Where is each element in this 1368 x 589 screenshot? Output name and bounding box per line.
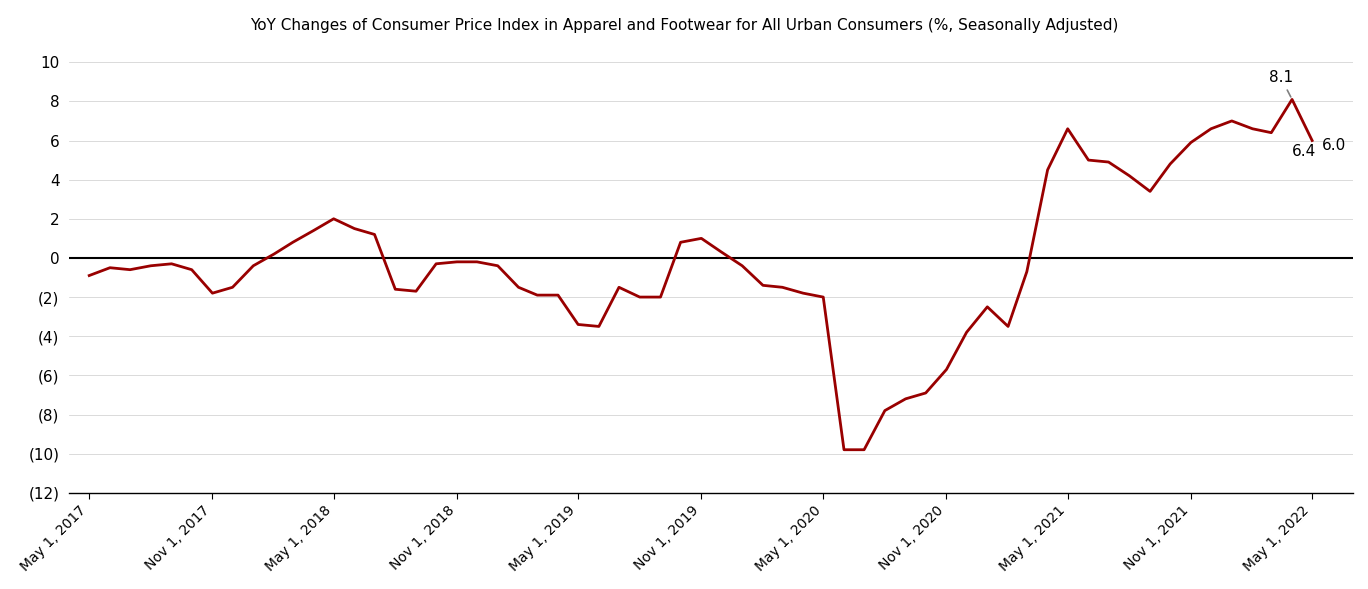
- Text: YoY Changes of Consumer Price Index in Apparel and Footwear for All Urban Consum: YoY Changes of Consumer Price Index in A…: [250, 18, 1118, 32]
- Text: 8.1: 8.1: [1268, 70, 1293, 97]
- Text: 6.0: 6.0: [1323, 138, 1346, 153]
- Text: 6.4: 6.4: [1291, 144, 1316, 159]
